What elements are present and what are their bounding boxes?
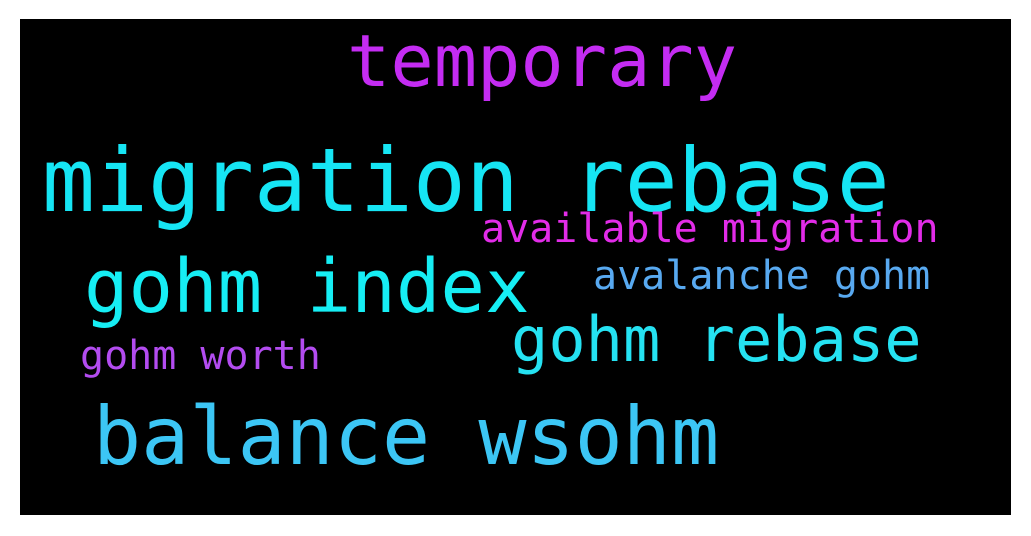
word-cloud-term: gohm worth: [80, 333, 321, 379]
word-cloud-term: balance wsohm: [93, 390, 720, 483]
word-cloud-term: temporary: [347, 19, 738, 103]
word-cloud-term: available migration: [481, 206, 939, 252]
word-cloud-term: gohm rebase: [511, 303, 922, 376]
word-cloud-term: avalanche gohm: [593, 253, 931, 299]
word-cloud-term: gohm index: [84, 244, 530, 330]
word-cloud: temporary migration rebase available mig…: [20, 19, 1011, 515]
word-cloud-term: migration rebase: [42, 129, 890, 232]
